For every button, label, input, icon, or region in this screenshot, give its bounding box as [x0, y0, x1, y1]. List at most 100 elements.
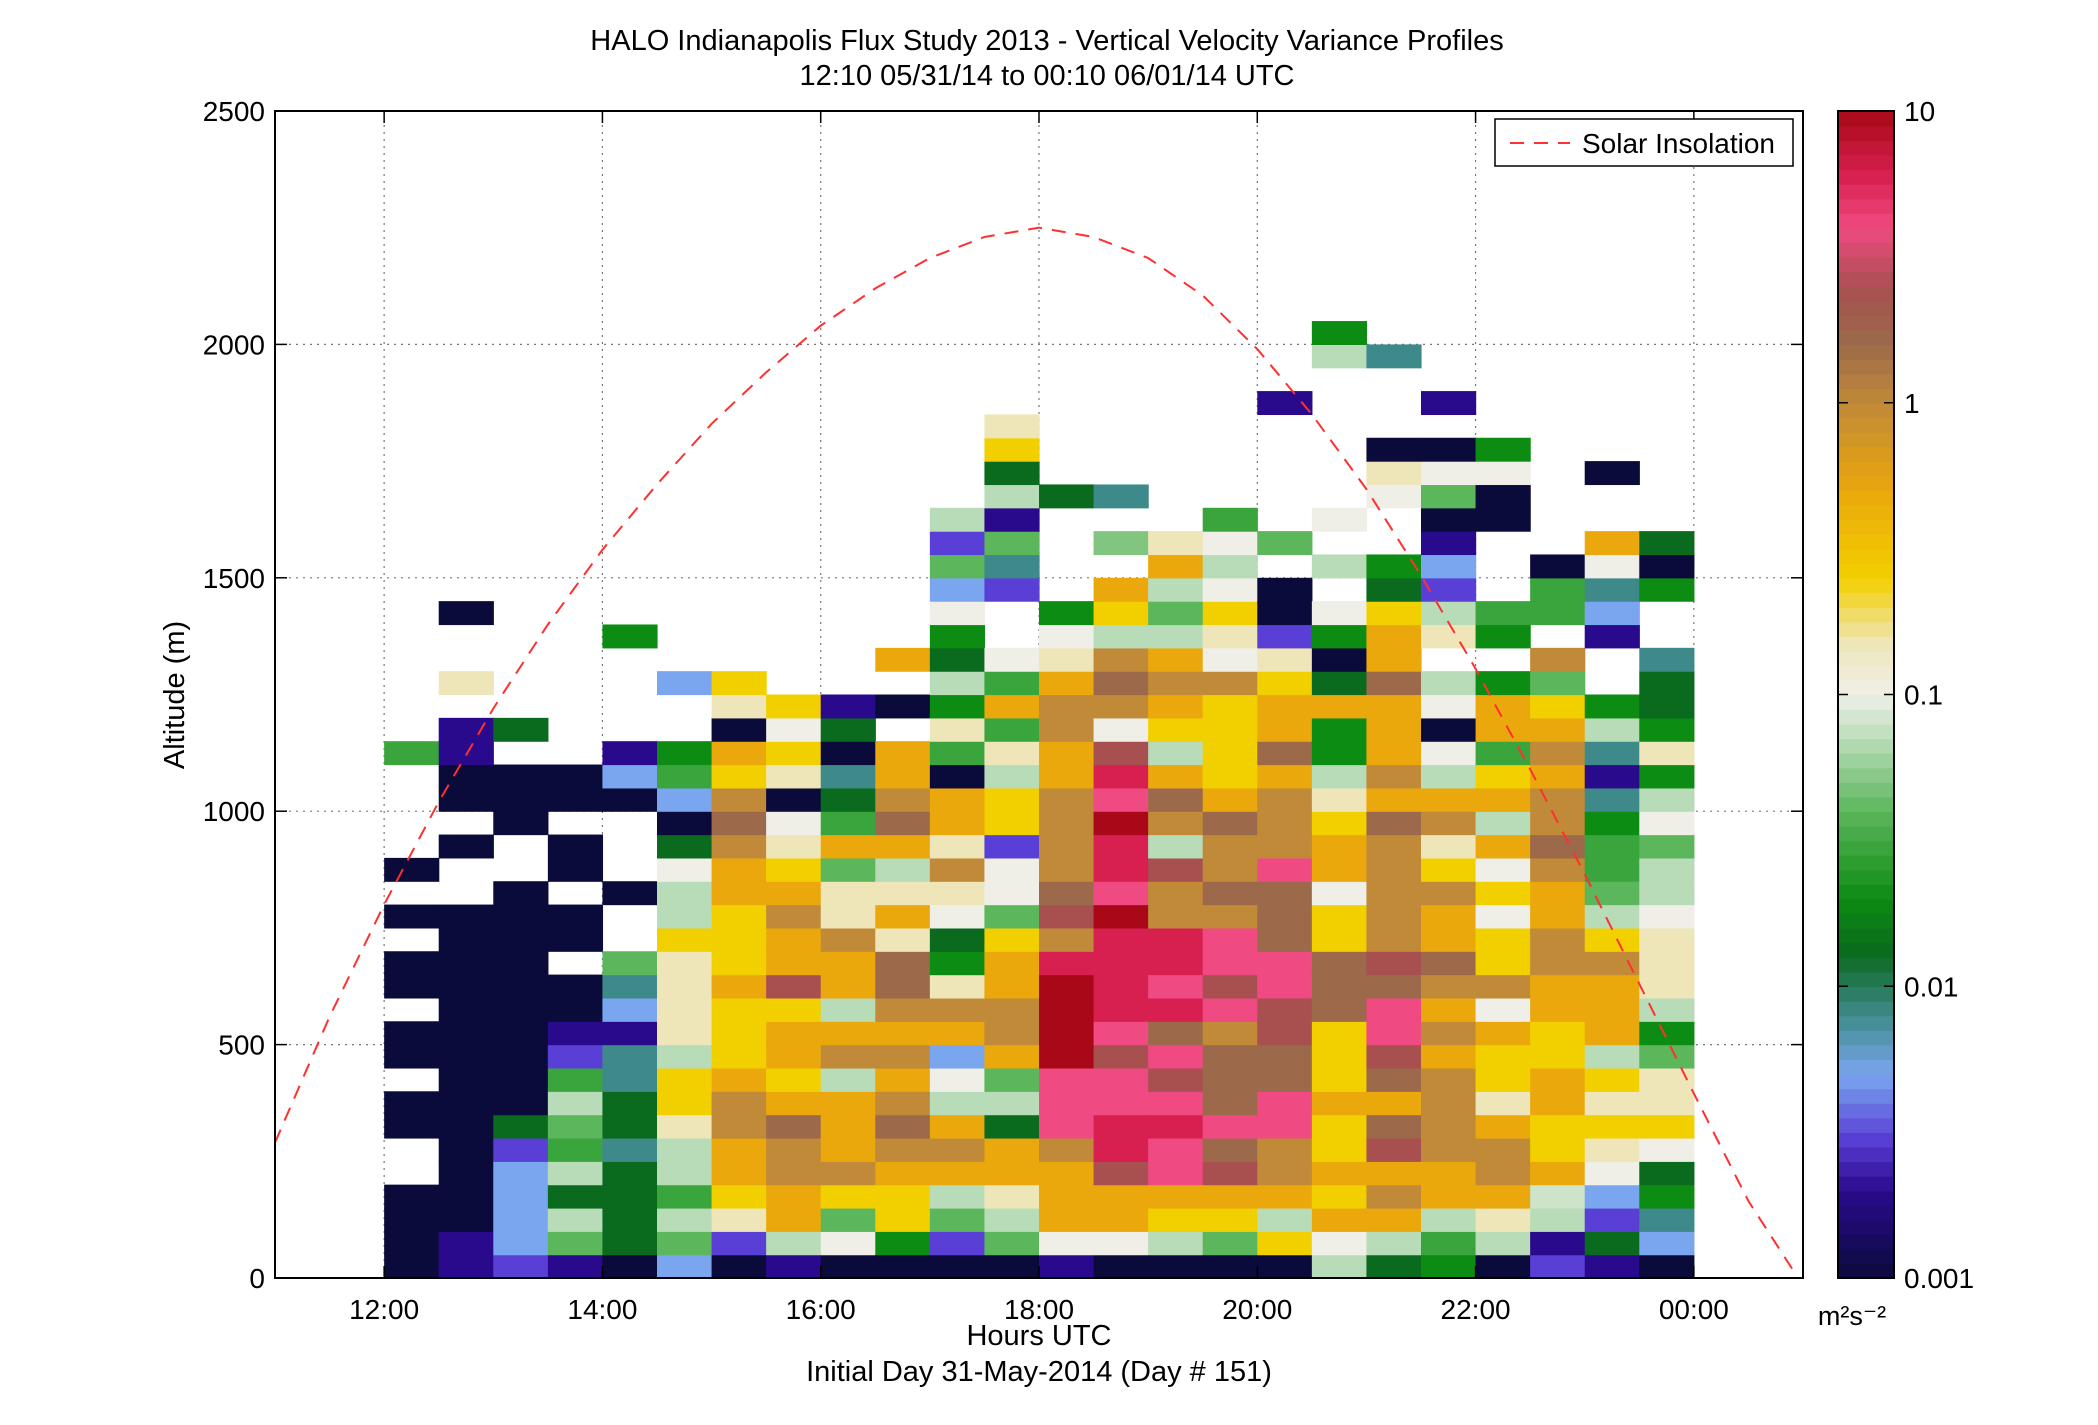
- heatmap-cell: [1039, 1231, 1095, 1256]
- heatmap-cell: [1639, 1067, 1695, 1092]
- heatmap-cell: [657, 1091, 713, 1116]
- heatmap-cell: [711, 811, 767, 836]
- heatmap-cell: [820, 1044, 876, 1069]
- heatmap-cell: [602, 951, 658, 976]
- heatmap-cell: [711, 671, 767, 696]
- heatmap-cell: [711, 1021, 767, 1046]
- heatmap-cell: [1584, 1114, 1640, 1139]
- heatmap-cell: [1257, 1114, 1313, 1139]
- heatmap-cell: [1202, 741, 1258, 766]
- heatmap-cell: [1093, 741, 1149, 766]
- heatmap-cell: [438, 1184, 494, 1209]
- solar-insolation-curve: [274, 226, 1793, 1270]
- heatmap-cell: [1366, 717, 1422, 742]
- heatmap-cell: [1530, 1184, 1586, 1209]
- heatmap-cell: [1202, 1254, 1258, 1279]
- heatmap-cell: [820, 1137, 876, 1162]
- heatmap-cell: [929, 694, 986, 719]
- heatmap-cell: [875, 951, 931, 976]
- heatmap-cell: [1584, 741, 1640, 766]
- heatmap-cell: [929, 974, 986, 999]
- heatmap-cell: [1093, 531, 1149, 556]
- heatmap-cell: [1421, 1254, 1477, 1279]
- heatmap-cell: [929, 1067, 986, 1092]
- heatmap-cell: [1366, 1114, 1422, 1139]
- heatmap-cell: [1366, 601, 1422, 626]
- heatmap-cell: [766, 1137, 822, 1162]
- heatmap-cell: [984, 1091, 1040, 1116]
- heatmap-cell: [1257, 1161, 1313, 1186]
- heatmap-cell: [1639, 881, 1695, 906]
- heatmap-cell: [384, 1254, 440, 1279]
- heatmap-cell: [1202, 834, 1258, 859]
- heatmap-cell: [820, 1114, 876, 1139]
- heatmap-cell: [1257, 1207, 1313, 1232]
- colorbar-segment: [1838, 577, 1894, 594]
- colorbar-tick-label: 1: [1904, 388, 1920, 419]
- heatmap-cell: [1639, 1137, 1695, 1162]
- heatmap-cell: [766, 1067, 822, 1092]
- heatmap-cell: [1475, 1161, 1531, 1186]
- heatmap-cell: [1311, 1207, 1368, 1232]
- heatmap-cell: [1039, 927, 1095, 952]
- colorbar-segment: [1838, 519, 1894, 535]
- heatmap-cell: [547, 1067, 604, 1092]
- heatmap-cell: [1530, 1114, 1586, 1139]
- heatmap-cell: [384, 1114, 440, 1139]
- heatmap-cell: [1366, 811, 1422, 836]
- heatmap-cell: [875, 1114, 931, 1139]
- heatmap-cell: [1202, 1067, 1258, 1092]
- colorbar-segment: [1838, 154, 1894, 171]
- heatmap-cell: [1202, 717, 1258, 742]
- heatmap-cell: [1093, 717, 1149, 742]
- heatmap-cell: [875, 787, 931, 812]
- heatmap-cell: [1257, 974, 1313, 999]
- heatmap-cell: [875, 647, 931, 672]
- heatmap-cell: [984, 811, 1040, 836]
- heatmap-cell: [657, 857, 713, 882]
- heatmap-cell: [1530, 834, 1586, 859]
- heatmap-cell: [1421, 857, 1477, 882]
- heatmap-cell: [929, 1021, 986, 1046]
- heatmap-cell: [1202, 554, 1258, 579]
- heatmap-cell: [1475, 601, 1531, 626]
- colorbar-segment: [1838, 1073, 1894, 1090]
- heatmap-cell: [711, 904, 767, 929]
- heatmap-cell: [1530, 1207, 1586, 1232]
- heatmap-cell: [1366, 787, 1422, 812]
- heatmap-cell: [766, 1231, 822, 1256]
- heatmap-cell: [929, 1184, 986, 1209]
- heatmap-cell: [1202, 1231, 1258, 1256]
- heatmap-cell: [1366, 624, 1422, 649]
- heatmap-cell: [602, 997, 658, 1022]
- heatmap-cell: [547, 787, 604, 812]
- heatmap-cell: [1093, 787, 1149, 812]
- heatmap-cell: [929, 577, 986, 602]
- heatmap-cell: [1148, 904, 1204, 929]
- heatmap-cell: [1039, 671, 1095, 696]
- heatmap-cell: [602, 1067, 658, 1092]
- heatmap-cell: [1584, 694, 1640, 719]
- heatmap-cell: [984, 834, 1040, 859]
- heatmap-cell: [1639, 1021, 1695, 1046]
- heatmap-cell: [1148, 1254, 1204, 1279]
- heatmap-cell: [766, 857, 822, 882]
- heatmap-cell: [547, 1044, 604, 1069]
- heatmap-cell: [1639, 531, 1695, 556]
- heatmap-cell: [820, 694, 876, 719]
- heatmap-cell: [766, 1091, 822, 1116]
- heatmap-cell: [1421, 1091, 1477, 1116]
- heatmap-cell: [1311, 647, 1368, 672]
- heatmap-cell: [1475, 1067, 1531, 1092]
- heatmap-cell: [493, 787, 549, 812]
- heatmap-cell: [929, 997, 986, 1022]
- heatmap-cell: [438, 1091, 494, 1116]
- heatmap-cell: [1639, 787, 1695, 812]
- heatmap-cell: [1311, 1231, 1368, 1256]
- heatmap-cell: [547, 1254, 604, 1279]
- heatmap-cell: [384, 974, 440, 999]
- heatmap-cell: [1366, 1137, 1422, 1162]
- heatmap-cell: [1202, 811, 1258, 836]
- heatmap-cell: [1039, 717, 1095, 742]
- heatmap-cell: [1475, 1114, 1531, 1139]
